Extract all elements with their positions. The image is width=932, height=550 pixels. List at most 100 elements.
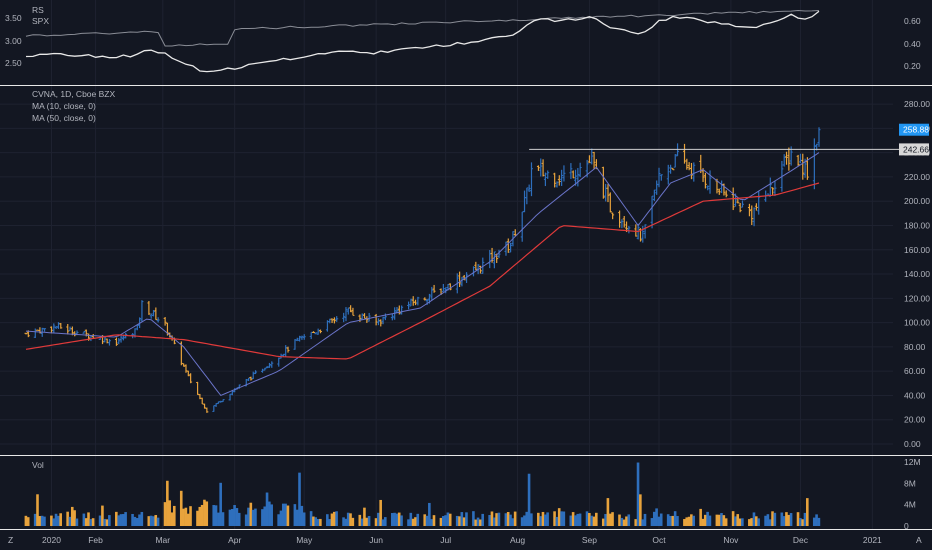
rs-right-tick: 0.20 bbox=[904, 61, 921, 71]
volume-bar bbox=[439, 517, 443, 526]
rs-right-tick: 0.60 bbox=[904, 16, 921, 26]
volume-bar bbox=[736, 514, 740, 526]
volume-bar bbox=[393, 512, 396, 526]
volume-bar bbox=[465, 512, 468, 526]
volume-bar bbox=[302, 512, 306, 526]
volume-bar bbox=[87, 512, 90, 526]
rs-left-tick: 2.50 bbox=[5, 58, 22, 68]
volume-bar bbox=[782, 516, 786, 526]
volume-bar bbox=[764, 515, 767, 526]
volume-bar bbox=[717, 514, 721, 526]
price-tick-label: 120.00 bbox=[904, 293, 930, 303]
zoom-icon[interactable]: Z bbox=[8, 535, 13, 545]
last-price-tag bbox=[899, 123, 929, 136]
time-axis-label: May bbox=[296, 535, 313, 545]
time-axis-label: Aug bbox=[510, 535, 525, 545]
volume-bar bbox=[26, 517, 30, 526]
volume-bar bbox=[384, 517, 387, 526]
volume-bar bbox=[724, 518, 728, 526]
rs-right-tick: 0.40 bbox=[904, 39, 921, 49]
volume-bar bbox=[367, 516, 371, 526]
volume-tick-label: 12M bbox=[904, 457, 921, 467]
volume-bar bbox=[358, 514, 362, 526]
volume-bar bbox=[520, 517, 524, 526]
volume-bar bbox=[608, 513, 612, 526]
price-tick-label: 200.00 bbox=[904, 196, 930, 206]
volume-bar bbox=[40, 515, 44, 526]
volume-bar bbox=[108, 515, 111, 526]
time-axis[interactable]: Z A 2020 Feb Mar Apr May Jun Jul Aug Sep Oct Nov De… bbox=[8, 535, 922, 545]
volume-bar bbox=[221, 512, 225, 526]
volume-bar bbox=[254, 508, 257, 526]
volume-bar bbox=[669, 515, 672, 526]
volume-bar bbox=[59, 513, 62, 526]
time-axis-label: Oct bbox=[652, 535, 666, 545]
volume-bar bbox=[690, 514, 693, 526]
volume-bar bbox=[131, 513, 134, 526]
volume-tick-label: 8M bbox=[904, 478, 916, 488]
volume-bar bbox=[140, 511, 144, 526]
volume-bar bbox=[233, 505, 236, 526]
volume-bar bbox=[172, 505, 176, 526]
volume-bar bbox=[474, 519, 478, 526]
volume-bar bbox=[344, 518, 348, 526]
volume-bar bbox=[495, 513, 498, 526]
volume-bar bbox=[24, 515, 28, 526]
volume-bar bbox=[166, 480, 169, 526]
volume-bar bbox=[425, 515, 429, 526]
volume-bar bbox=[592, 516, 596, 526]
volume-bar bbox=[752, 512, 756, 526]
price-tick-label: 280.00 bbox=[904, 99, 930, 109]
volume-bar bbox=[147, 516, 151, 526]
volume-bar bbox=[611, 512, 614, 526]
volume-bar bbox=[731, 511, 735, 526]
volume-bar bbox=[119, 514, 123, 526]
volume-bar bbox=[543, 514, 547, 526]
volume-bar bbox=[428, 502, 431, 526]
volume-bar bbox=[673, 511, 677, 526]
volume-bar bbox=[281, 503, 285, 526]
volume-bar bbox=[766, 514, 770, 526]
volume-bar bbox=[571, 512, 575, 526]
volume-bar bbox=[189, 506, 192, 526]
volume-bar bbox=[268, 501, 271, 526]
auto-scale-icon[interactable]: A bbox=[916, 535, 922, 545]
volume-bar bbox=[411, 518, 415, 526]
volume-bar bbox=[335, 511, 338, 526]
volume-bar bbox=[98, 515, 102, 526]
volume-bars bbox=[24, 462, 821, 526]
volume-bar bbox=[346, 512, 350, 526]
last-price-value: 258.88 bbox=[903, 125, 929, 135]
volume-bar bbox=[741, 518, 744, 526]
volume-bar bbox=[796, 512, 800, 526]
volume-bar bbox=[103, 518, 107, 526]
ma50-line bbox=[25, 182, 820, 360]
volume-bar bbox=[244, 514, 248, 526]
volume-bar bbox=[217, 512, 220, 526]
volume-bar bbox=[326, 514, 329, 526]
volume-bar bbox=[560, 511, 563, 526]
volume-bar bbox=[748, 519, 751, 526]
volume-bar bbox=[488, 515, 491, 526]
volume-bar bbox=[692, 515, 695, 526]
volume-bar bbox=[205, 501, 209, 526]
volume-bar bbox=[715, 514, 719, 526]
volume-bar bbox=[154, 515, 158, 526]
volume-bar bbox=[219, 482, 222, 526]
volume-bar bbox=[115, 511, 118, 526]
volume-panel[interactable]: Vol 12M 8M 4M 0 bbox=[24, 457, 921, 531]
volume-bar bbox=[557, 508, 561, 526]
volume-bar bbox=[295, 509, 299, 526]
rs-panel[interactable]: RS SPX 3.50 3.00 2.50 0.60 0.40 0.20 bbox=[5, 5, 921, 73]
volume-bar bbox=[687, 516, 691, 526]
volume-bar bbox=[300, 505, 304, 526]
price-panel[interactable]: CVNA, 1D, Cboe BZX MA (10, close, 0) MA … bbox=[24, 89, 931, 449]
volume-bar bbox=[578, 513, 582, 526]
volume-bar bbox=[720, 513, 723, 526]
volume-bar bbox=[472, 511, 475, 526]
price-tick-label: 80.00 bbox=[904, 342, 926, 352]
volume-bar bbox=[179, 490, 183, 526]
volume-bar bbox=[70, 506, 74, 526]
volume-bar bbox=[458, 516, 461, 526]
